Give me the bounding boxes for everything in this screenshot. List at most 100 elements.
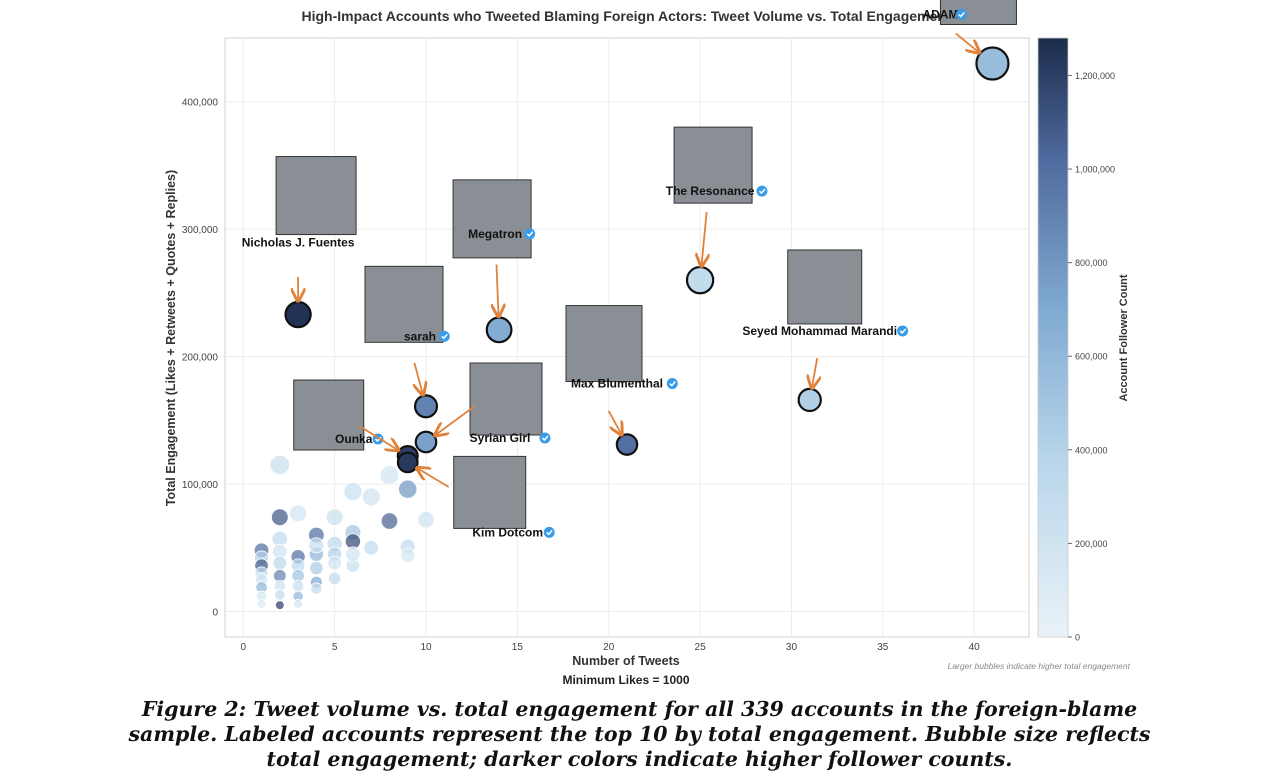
y-tick-label: 100,000 <box>182 480 219 491</box>
data-bubble <box>308 537 325 554</box>
y-tick-label: 0 <box>212 608 218 619</box>
account-label: Seyed Mohammad Marandi <box>742 324 897 338</box>
labeled-bubble <box>413 394 439 419</box>
x-axis-ticks: 0 5 10 15 20 25 30 35 40 <box>240 642 980 653</box>
colorbar-tick-label: 0 <box>1075 633 1080 643</box>
colorbar-ticks: 0 200,000 400,000 600,000 800,000 1,000,000 1,… <box>1068 71 1115 643</box>
annotation-arrow <box>496 264 498 315</box>
account-label: Megatron <box>468 227 522 241</box>
account-avatar <box>673 126 753 204</box>
data-bubble <box>325 508 344 526</box>
annotation-arrow <box>607 410 621 433</box>
data-bubble <box>271 508 289 526</box>
data-bubble <box>256 598 267 609</box>
x-tick-label: 30 <box>786 642 798 653</box>
labeled-bubble <box>975 46 1010 81</box>
x-axis-label: Number of Tweets <box>572 654 679 668</box>
chart-title: High-Impact Accounts who Tweeted Blaming… <box>302 8 951 24</box>
account-label: Ounka <box>335 432 373 446</box>
data-bubble <box>291 579 305 593</box>
data-bubble <box>275 600 285 610</box>
y-tick-label: 400,000 <box>182 98 219 109</box>
data-bubble <box>293 598 304 609</box>
checkmark-icon <box>669 381 676 387</box>
data-bubble <box>380 512 399 530</box>
x-axis-sublabel: Minimum Likes = 1000 <box>562 673 689 687</box>
annotation-arrow <box>437 405 476 434</box>
x-tick-label: 35 <box>877 642 889 653</box>
account-label: Max Blumenthal <box>571 377 663 391</box>
labeled-bubble <box>797 387 822 413</box>
account-label: ADAM <box>922 7 958 21</box>
annotation-arrow <box>955 32 978 51</box>
colorbar-tick-label: 400,000 <box>1075 445 1108 455</box>
account-avatar <box>293 379 365 451</box>
data-bubble <box>309 561 324 576</box>
account-avatar <box>275 156 357 236</box>
checkmark-icon <box>441 333 448 340</box>
caption-line: sample. Labeled accounts represent the t… <box>128 722 1151 746</box>
data-bubble <box>361 487 381 507</box>
verified-badge-icon <box>955 8 967 20</box>
grid-lines <box>225 38 1029 637</box>
y-axis-ticks: 0 100,000 200,000 300,000 400,000 <box>182 98 219 619</box>
bubbles <box>253 46 1010 610</box>
account-avatar <box>469 362 543 436</box>
data-bubble <box>345 546 361 562</box>
annotations: ADAM The Resonance Seyed Mohammad Marandi N… <box>242 0 1017 539</box>
account-avatar <box>452 179 532 259</box>
colorbar-tick-label: 800,000 <box>1075 258 1108 268</box>
data-bubble <box>289 504 307 523</box>
account-label: The Resonance <box>666 184 755 198</box>
colorbar-tick-label: 200,000 <box>1075 539 1108 549</box>
y-tick-label: 200,000 <box>182 353 219 364</box>
verified-badge-icon <box>539 432 551 444</box>
annotation-arrow <box>359 425 397 449</box>
account-avatar <box>364 265 444 343</box>
data-bubble <box>363 539 380 556</box>
annotation-arrow <box>419 469 450 488</box>
data-bubble <box>417 511 435 529</box>
y-tick-label: 300,000 <box>182 225 219 236</box>
account-avatar <box>787 249 863 325</box>
checkmark-icon <box>546 529 553 536</box>
labeled-bubble <box>414 430 438 454</box>
account-label: Nicholas J. Fuentes <box>242 236 355 250</box>
x-tick-label: 40 <box>969 642 981 653</box>
colorbar-tick-label: 600,000 <box>1075 352 1108 362</box>
checkmark-icon <box>899 328 907 335</box>
verified-badge-icon <box>438 330 450 342</box>
checkmark-icon <box>541 435 549 442</box>
figure-caption: Figure 2: Tweet volume vs. total engagem… <box>0 697 1279 772</box>
data-bubble <box>310 582 323 595</box>
size-note: Larger bubbles indicate higher total eng… <box>948 661 1131 671</box>
data-bubble <box>343 482 363 502</box>
data-bubble <box>269 454 290 476</box>
x-tick-label: 15 <box>512 642 524 653</box>
checkmark-icon <box>758 188 766 195</box>
x-tick-label: 0 <box>240 642 246 653</box>
labeled-bubble <box>284 300 312 329</box>
verified-badge-icon <box>666 378 678 390</box>
data-bubble <box>398 479 418 499</box>
account-avatar <box>939 0 1017 25</box>
colorbar-tick-label: 1,000,000 <box>1075 165 1115 175</box>
colorbar-tick-label: 1,200,000 <box>1075 71 1115 81</box>
caption-line: Figure 2: Tweet volume vs. total engagem… <box>141 697 1138 721</box>
x-tick-label: 20 <box>603 642 615 653</box>
labeled-bubble <box>485 316 513 344</box>
account-avatar <box>565 305 643 383</box>
x-tick-label: 10 <box>420 642 432 653</box>
colorbar <box>1037 37 1069 638</box>
checkmark-icon <box>958 11 965 18</box>
verified-badge-icon <box>756 185 768 197</box>
verified-badge-icon <box>897 325 909 337</box>
verified-badge-icon <box>543 526 555 538</box>
labeled-bubble <box>615 433 639 456</box>
data-bubble <box>328 571 342 585</box>
x-tick-label: 25 <box>695 642 707 653</box>
account-label: sarah <box>404 329 436 343</box>
y-axis-label: Total Engagement (Likes + Retweets + Quo… <box>164 170 178 506</box>
data-bubble <box>400 547 416 563</box>
x-tick-label: 5 <box>332 642 338 653</box>
